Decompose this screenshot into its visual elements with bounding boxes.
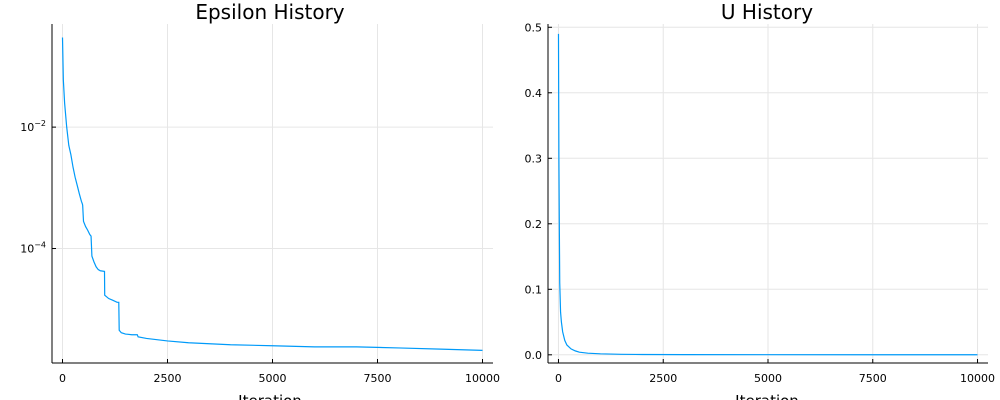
u-x-tick-label: 7500 (859, 372, 887, 385)
epsilon-x-tick-label: 10000 (465, 372, 500, 385)
u-y-tick-label: 0.4 (525, 87, 543, 100)
epsilon-y-tick-label: 10−2 (20, 119, 46, 134)
u-series-line (557, 33, 978, 356)
u-y-tick-label: 0.3 (525, 152, 543, 165)
epsilon-x-axis-label: Iteration (238, 392, 302, 400)
u-x-tick-label: 2500 (649, 372, 677, 385)
u-history-title: U History (721, 0, 813, 24)
u-axes (547, 24, 988, 364)
epsilon-x-tick-label: 2500 (154, 372, 182, 385)
epsilon-series-line (61, 37, 483, 351)
epsilon-y-tick-label: 10−4 (20, 241, 46, 256)
epsilon-x-tick-label: 5000 (259, 372, 287, 385)
epsilon-history-plot: 0 2500 5000 7500 10000 10−2 10−4 Epsilon Histo… (20, 0, 500, 400)
u-y-tick-label: 0.1 (525, 283, 543, 296)
u-y-tick-label: 0.0 (525, 349, 543, 362)
epsilon-series-layer (61, 37, 483, 351)
u-x-tick-label: 10000 (960, 372, 995, 385)
epsilon-axes (51, 24, 493, 364)
epsilon-x-tick-label: 0 (59, 372, 66, 385)
u-x-axis-label: Iteration (735, 392, 799, 400)
u-tick-labels: 0 2500 5000 7500 10000 0.0 0.1 0.2 0.3 0.4 0.5 (525, 21, 996, 385)
epsilon-x-tick-label: 7500 (364, 372, 392, 385)
epsilon-grid (52, 24, 493, 363)
u-x-tick-label: 5000 (754, 372, 782, 385)
epsilon-tick-labels: 0 2500 5000 7500 10000 10−2 10−4 (20, 119, 500, 385)
epsilon-history-title: Epsilon History (195, 0, 344, 24)
u-series-layer (557, 33, 978, 356)
u-y-tick-label: 0.5 (525, 21, 543, 34)
u-history-plot: 0 2500 5000 7500 10000 0.0 0.1 0.2 0.3 0.4 0.5 U H… (525, 0, 996, 400)
u-x-tick-label: 0 (555, 372, 562, 385)
u-y-tick-label: 0.2 (525, 218, 543, 231)
